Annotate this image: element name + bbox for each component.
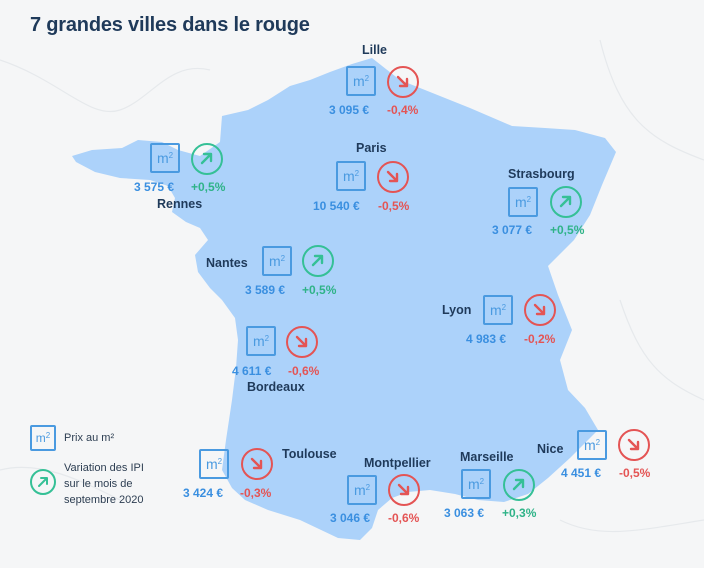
city-variation-paris: -0,5% <box>378 199 410 213</box>
m2-square-icon: m2 <box>246 326 276 356</box>
city-price-nice: 4 451 € <box>561 466 602 480</box>
city-variation-strasbourg: +0,5% <box>550 223 585 237</box>
m2-label: m <box>156 150 169 166</box>
m2-label: m <box>352 73 365 89</box>
city-price-rennes: 3 575 € <box>134 180 175 194</box>
m2-label: m <box>514 194 527 210</box>
city-price-lille: 3 095 € <box>329 103 370 117</box>
m2-label: m <box>467 476 480 492</box>
city-name-toulouse: Toulouse <box>282 447 337 461</box>
legend-variation-label: Variation des IPI sur le mois de septemb… <box>64 460 144 508</box>
city-name-montpellier: Montpellier <box>364 456 431 470</box>
arrow-down-right-icon <box>286 326 318 358</box>
m2-label: m <box>268 253 281 269</box>
city-name-nice: Nice <box>537 442 564 456</box>
m2-square-icon: m2 <box>262 246 292 276</box>
arrow-up-right-icon <box>550 186 582 218</box>
legend-variation-line3: septembre 2020 <box>64 494 144 506</box>
city-price-montpellier: 3 046 € <box>330 511 371 525</box>
city-price-paris: 10 540 € <box>313 199 360 213</box>
arrow-up-right-icon <box>30 469 56 495</box>
page-title: 7 grandes villes dans le rouge <box>30 14 310 36</box>
city-variation-toulouse: -0,3% <box>240 486 272 500</box>
city-variation-rennes: +0,5% <box>191 180 226 194</box>
m2-square-icon: m2 <box>150 143 180 173</box>
m2-label: m <box>583 437 596 453</box>
city-price-nantes: 3 589 € <box>245 283 286 297</box>
city-name-strasbourg: Strasbourg <box>508 167 575 181</box>
city-name-rennes: Rennes <box>157 197 203 211</box>
city-variation-lyon: -0,2% <box>524 332 556 346</box>
city-price-marseille: 3 063 € <box>444 506 485 520</box>
m2-square-icon: m2 <box>30 425 56 451</box>
m2-label: m <box>252 333 265 349</box>
city-variation-montpellier: -0,6% <box>388 511 420 525</box>
arrow-down-right-icon <box>387 66 419 98</box>
arrow-down-right-icon <box>524 294 556 326</box>
legend-variation-line1: Variation des IPI <box>64 462 144 474</box>
city-name-lyon: Lyon <box>442 303 472 317</box>
city-name-nantes: Nantes <box>206 256 248 270</box>
city-price-toulouse: 3 424 € <box>183 486 224 500</box>
legend-variation-line2: sur le mois de <box>64 478 133 490</box>
m2-square-icon: m2 <box>347 475 377 505</box>
city-price-strasbourg: 3 077 € <box>492 223 533 237</box>
arrow-up-right-icon <box>302 245 334 277</box>
m2-label: m <box>205 456 218 472</box>
m2-square-icon: m2 <box>461 469 491 499</box>
city-variation-lille: -0,4% <box>387 103 419 117</box>
m2-square-icon: m2 <box>346 66 376 96</box>
city-name-bordeaux: Bordeaux <box>247 380 305 394</box>
m2-label: m <box>489 302 502 318</box>
arrow-up-right-icon <box>191 143 223 175</box>
city-name-marseille: Marseille <box>460 450 514 464</box>
m2-square-icon: m2 <box>577 430 607 460</box>
city-price-lyon: 4 983 € <box>466 332 507 346</box>
m2-label: m <box>353 482 366 498</box>
m2-square-icon: m2 <box>508 187 538 217</box>
city-name-paris: Paris <box>356 141 387 155</box>
m2-square-icon: m2 <box>483 295 513 325</box>
arrow-down-right-icon <box>241 448 273 480</box>
m2-label: m <box>35 431 46 445</box>
m2-square-icon: m2 <box>336 161 366 191</box>
city-variation-marseille: +0,3% <box>502 506 537 520</box>
legend-price-label: Prix au m² <box>64 432 115 444</box>
city-price-bordeaux: 4 611 € <box>232 364 272 378</box>
city-variation-bordeaux: -0,6% <box>288 364 320 378</box>
arrow-up-right-icon <box>503 469 535 501</box>
city-name-lille: Lille <box>362 43 388 57</box>
m2-square-icon: m2 <box>199 449 229 479</box>
arrow-down-right-icon <box>388 474 420 506</box>
city-variation-nantes: +0,5% <box>302 283 337 297</box>
city-variation-nice: -0,5% <box>619 466 651 480</box>
arrow-down-right-icon <box>618 429 650 461</box>
arrow-down-right-icon <box>377 161 409 193</box>
m2-label: m <box>342 168 355 184</box>
france-shape <box>72 58 616 540</box>
